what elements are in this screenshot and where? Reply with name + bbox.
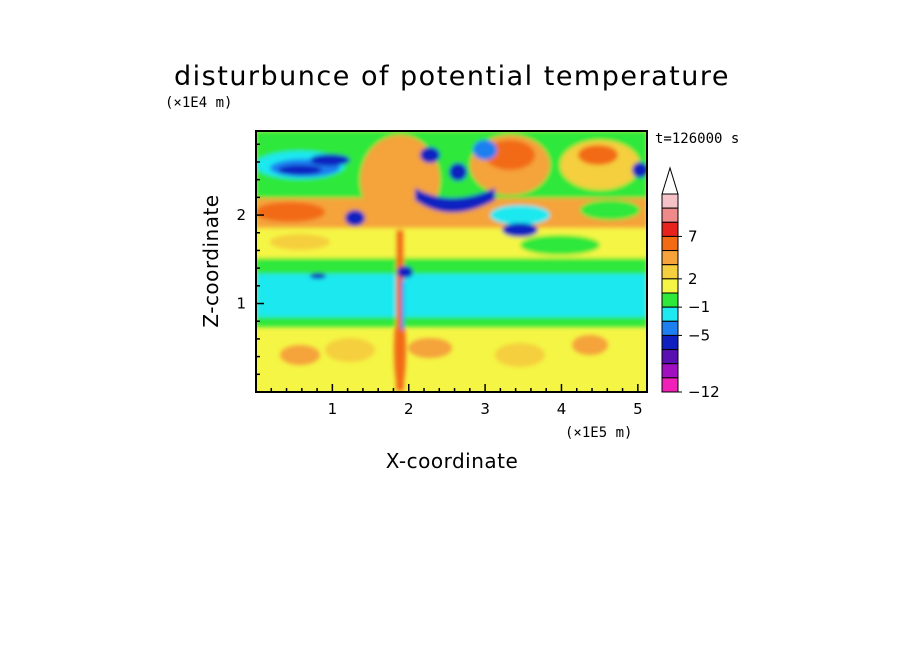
x-tick-label: 2	[404, 400, 414, 418]
colorbar-label: −12	[688, 383, 720, 401]
colorbar-label: 2	[688, 270, 698, 288]
y-axis: 12	[236, 143, 264, 376]
temperature-field	[256, 131, 647, 392]
plot-frame	[255, 130, 648, 393]
x-tick-label: 1	[328, 400, 338, 418]
colorbar-swatch	[661, 334, 679, 351]
colorbar-swatch	[661, 292, 679, 308]
y-tick-label: 1	[236, 295, 246, 313]
colorbar-swatch	[661, 235, 679, 252]
chart-title: disturbunce of potential temperature	[174, 61, 730, 92]
y-tick-label: 2	[236, 206, 246, 224]
x-axis-label: X-coordinate	[386, 449, 519, 473]
colorbar-swatch	[661, 250, 679, 266]
colorbar-swatch	[661, 278, 679, 294]
colorbar-swatch	[661, 207, 679, 223]
colorbar-label: 7	[688, 227, 698, 245]
colorbar-swatch	[661, 363, 679, 379]
x-axis: 1 2 3 4 5	[270, 384, 643, 418]
time-label: t=126000 s	[655, 131, 739, 147]
x-tick-label: 3	[480, 400, 490, 418]
colorbar: 7 2 −1 −5 −12	[661, 166, 720, 401]
colorbar-swatch	[661, 221, 679, 237]
y-unit-label: (×1E4 m)	[165, 95, 232, 111]
colorbar-swatch	[661, 264, 679, 280]
colorbar-swatch	[661, 193, 679, 209]
colorbar-swatch	[661, 349, 679, 365]
x-unit-label: (×1E5 m)	[565, 425, 632, 441]
colorbar-swatch	[661, 320, 679, 336]
y-axis-label: Z-coordinate	[199, 194, 223, 327]
x-tick-label: 4	[557, 400, 567, 418]
colorbar-extend-arrow	[661, 166, 679, 195]
colorbar-label: −1	[688, 298, 710, 316]
colorbar-label: −5	[688, 326, 710, 344]
colorbar-swatch	[661, 377, 679, 393]
colorbar-swatch	[661, 306, 679, 322]
x-tick-label: 5	[633, 400, 643, 418]
